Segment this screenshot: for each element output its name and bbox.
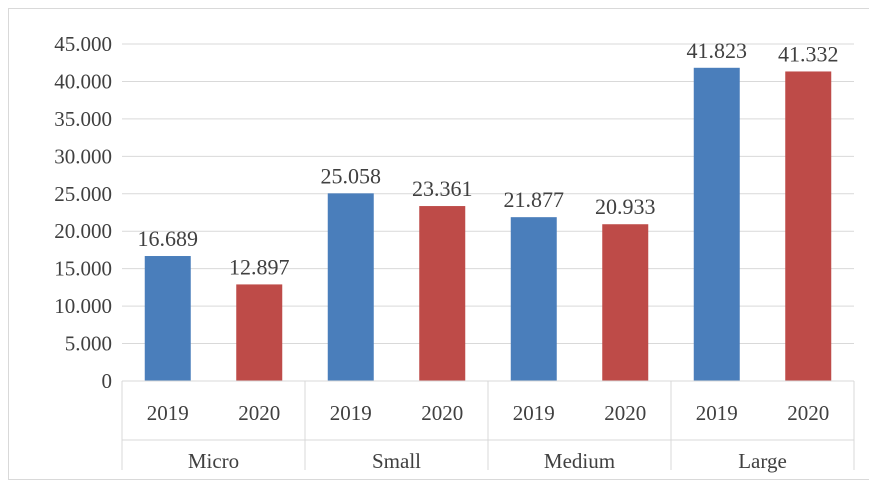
- y-tick-label: 0: [102, 369, 113, 393]
- y-tick-label: 5.000: [65, 332, 112, 356]
- data-label: 41.823: [687, 38, 748, 63]
- bar: [693, 67, 740, 381]
- data-label: 20.933: [595, 194, 656, 219]
- data-labels: 16.689 12.897 25.058 23.361 21.877 20.933 41.8…: [138, 38, 839, 280]
- x-tick-label: 2020: [421, 401, 463, 425]
- x-tick-label: 2020: [238, 401, 280, 425]
- data-label: 23.361: [412, 176, 473, 201]
- y-tick-label: 30.000: [54, 144, 112, 168]
- category-label: Large: [738, 449, 787, 473]
- bar: [419, 206, 466, 381]
- category-label: Micro: [188, 449, 239, 473]
- bar: [602, 224, 649, 381]
- x-tick-label: 2019: [147, 401, 189, 425]
- x-tick-label: 2019: [330, 401, 372, 425]
- x-tick-label: 2019: [696, 401, 738, 425]
- y-tick-label: 45.000: [54, 32, 112, 56]
- bar: [327, 193, 374, 381]
- y-tick-label: 20.000: [54, 219, 112, 243]
- y-axis: 0 5.000 10.000 15.000 20.000 25.000 30.000 35.0…: [54, 32, 112, 393]
- category-label: Medium: [544, 449, 615, 473]
- y-tick-label: 10.000: [54, 294, 112, 318]
- gridlines: [122, 43, 854, 345]
- bar: [785, 71, 832, 382]
- y-tick-label: 15.000: [54, 257, 112, 281]
- data-label: 21.877: [504, 187, 565, 212]
- bar: [510, 217, 557, 381]
- x-tick-label: 2019: [513, 401, 555, 425]
- data-label: 16.689: [138, 226, 199, 251]
- category-label: Small: [372, 449, 421, 473]
- bar-series: [144, 67, 832, 382]
- y-tick-label: 35.000: [54, 107, 112, 131]
- bar: [236, 284, 283, 381]
- y-tick-label: 25.000: [54, 182, 112, 206]
- data-label: 25.058: [321, 163, 382, 188]
- x-tick-label: 2020: [604, 401, 646, 425]
- data-label: 41.332: [778, 41, 839, 66]
- y-tick-label: 40.000: [54, 69, 112, 93]
- x-tick-label: 2020: [787, 401, 829, 425]
- bar: [144, 256, 191, 381]
- data-label: 12.897: [229, 254, 290, 279]
